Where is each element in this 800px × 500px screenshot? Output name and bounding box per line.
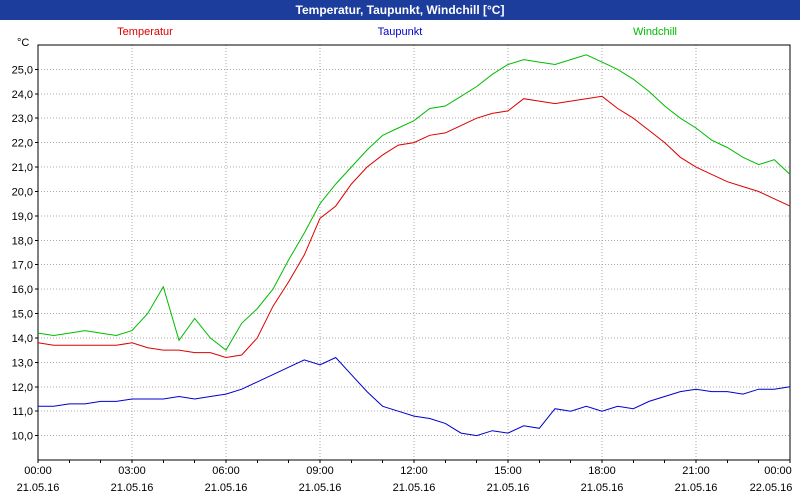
gridlines <box>38 45 790 460</box>
series-temperatur <box>37 95 791 359</box>
series-windchill <box>37 54 791 351</box>
x-tick-date-label: 21.05.16 <box>675 482 718 494</box>
y-tick-label: 10,0 <box>12 431 33 443</box>
window-title-bar[interactable]: Temperatur, Taupunkt, Windchill [°C] <box>0 0 800 20</box>
x-tick-time-label: 15:00 <box>494 465 522 477</box>
legend-taupunkt: Taupunkt <box>377 26 423 38</box>
y-tick-label: 21,0 <box>12 162 33 174</box>
y-tick-label: 22,0 <box>12 138 33 150</box>
y-tick-label: 16,0 <box>12 284 33 296</box>
y-tick-label: 14,0 <box>12 333 33 345</box>
x-tick-date-label: 21.05.16 <box>17 482 60 494</box>
chart-canvas: 10,0 11,0 12,0 13,0 14,0 15,0 16,0 17,0 18,0 19,0… <box>12 44 793 494</box>
y-tick-label: 15,0 <box>12 309 33 321</box>
series-taupunkt <box>38 356 791 437</box>
y-tick-label: 17,0 <box>12 260 33 272</box>
legend-windchill: Windchill <box>632 26 678 38</box>
x-tick-time-label: 18:00 <box>588 465 616 477</box>
y-axis-unit-label: °C <box>17 37 30 49</box>
x-tick-time-label: 03:00 <box>118 465 146 477</box>
y-tick-label: 20,0 <box>12 186 33 198</box>
x-tick-time-label: 00:00 <box>764 465 792 477</box>
y-tick-label: 18,0 <box>12 235 33 247</box>
legend-temperatur: Temperatur <box>117 26 173 38</box>
y-tick-label: 24,0 <box>12 89 33 101</box>
x-tick-date-label: 21.05.16 <box>205 482 248 494</box>
axis-ticks <box>35 68 791 463</box>
y-tick-label: 25,0 <box>12 64 33 76</box>
x-tick-time-label: 09:00 <box>306 465 334 477</box>
x-tick-date-label: 21.05.16 <box>299 482 342 494</box>
y-tick-label: 11,0 <box>12 406 33 418</box>
x-tick-date-label: 22.05.16 <box>750 482 793 494</box>
x-tick-date-label: 21.05.16 <box>393 482 436 494</box>
y-tick-label: 13,0 <box>12 357 33 369</box>
x-tick-time-label: 21:00 <box>682 465 710 477</box>
x-tick-date-label: 21.05.16 <box>581 482 624 494</box>
x-tick-date-label: 21.05.16 <box>487 482 530 494</box>
axis-labels: 10,0 11,0 12,0 13,0 14,0 15,0 16,0 17,0 18,0 19,0… <box>12 64 793 494</box>
y-tick-label: 12,0 <box>12 382 33 394</box>
plot-border <box>37 44 791 461</box>
y-tick-label: 19,0 <box>12 211 33 223</box>
y-tick-label: 23,0 <box>12 113 33 125</box>
x-tick-time-label: 00:00 <box>24 465 52 477</box>
x-tick-time-label: 06:00 <box>212 465 240 477</box>
x-tick-date-label: 21.05.16 <box>111 482 154 494</box>
x-tick-time-label: 12:00 <box>400 465 428 477</box>
